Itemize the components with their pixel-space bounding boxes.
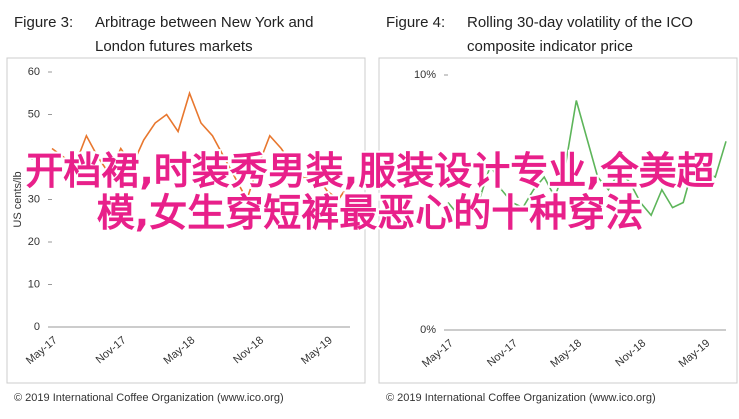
y-tick-label: 0 bbox=[34, 321, 40, 333]
chart-title: Arbitrage between New York and bbox=[95, 14, 313, 31]
y-tick-label: 20 bbox=[28, 236, 40, 248]
data-line bbox=[51, 90, 351, 202]
y-tick-label: 10% bbox=[414, 69, 436, 81]
panel-frame bbox=[6, 57, 366, 384]
y-tick-label: 10 bbox=[28, 278, 40, 290]
footer: © 2019 International Coffee Organization… bbox=[14, 392, 284, 404]
x-tick-label: Nov-18 bbox=[613, 337, 648, 369]
footer: © 2019 International Coffee Organization… bbox=[386, 392, 656, 404]
figure-label: Figure 4: bbox=[386, 14, 445, 31]
y-axis-label: US cents/lb bbox=[12, 171, 24, 227]
x-tick-label: Nov-17 bbox=[485, 337, 520, 369]
x-tick-label: May-19 bbox=[299, 334, 335, 367]
y-tick-label: 30 bbox=[28, 193, 40, 205]
y-tick-label: 40 bbox=[28, 151, 40, 163]
y-tick-label: 50 bbox=[28, 108, 40, 120]
x-tick-label: May-17 bbox=[24, 334, 60, 367]
x-tick-label: May-19 bbox=[677, 337, 713, 370]
chart-title: London futures markets bbox=[95, 38, 253, 55]
figure-label: Figure 3: bbox=[14, 14, 73, 31]
x-tick-label: Nov-18 bbox=[231, 334, 266, 366]
data-line bbox=[447, 100, 727, 217]
overlay-text: 开档裙,时装秀男装,服装设计专业,全美超模,女生穿短裤最恶心的十种穿法 bbox=[23, 148, 716, 236]
x-tick-label: May-18 bbox=[162, 334, 198, 367]
x-tick-label: Nov-17 bbox=[94, 334, 129, 366]
panel-frame bbox=[378, 57, 738, 384]
x-tick-label: May-18 bbox=[548, 337, 584, 370]
x-tick-label: May-17 bbox=[420, 337, 456, 370]
chart-title: Rolling 30-day volatility of the ICO bbox=[467, 14, 693, 31]
chart-title: composite indicator price bbox=[467, 38, 633, 55]
y-tick-label: 60 bbox=[28, 66, 40, 78]
y-tick-label: 0% bbox=[420, 324, 436, 336]
